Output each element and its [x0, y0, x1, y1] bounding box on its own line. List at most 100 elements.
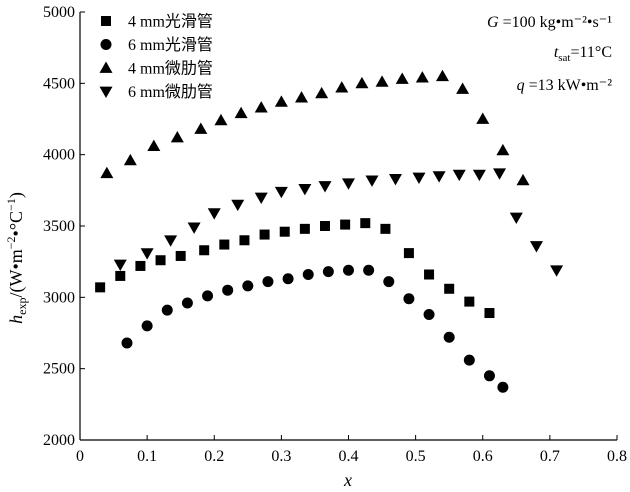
data-point [187, 222, 201, 234]
data-point [464, 296, 475, 307]
data-point [472, 169, 486, 182]
data-point [242, 280, 254, 292]
data-point [403, 248, 414, 259]
y-tick-label: 4500 [43, 75, 75, 92]
data-point [234, 106, 248, 119]
data-point [412, 172, 426, 184]
data-point [100, 166, 114, 179]
x-tick-label: 0.8 [607, 448, 627, 465]
data-point [141, 320, 153, 332]
legend-marker-triangle-up [99, 61, 113, 73]
data-point [320, 221, 331, 231]
data-point [254, 192, 268, 204]
data-point [452, 169, 466, 182]
data-point [121, 337, 133, 349]
data-point [302, 269, 314, 281]
series-triangle-down [113, 168, 564, 277]
data-point [155, 255, 166, 266]
data-point [342, 178, 355, 190]
data-point [222, 284, 234, 296]
data-point [147, 139, 161, 151]
legend-label: 6 mm光滑管 [128, 36, 213, 54]
data-point [164, 235, 178, 247]
x-tick-label: 0.6 [473, 448, 493, 465]
x-tick-label: 0 [76, 448, 84, 465]
y-axis-title: hexp/(W•m−2•°C−1) [4, 192, 29, 324]
data-point [343, 264, 354, 276]
data-point [161, 304, 173, 316]
x-tick-label: 0.1 [137, 448, 157, 465]
legend-label: 4 mm微肋管 [128, 60, 213, 78]
data-point [444, 283, 455, 294]
data-point [295, 91, 309, 103]
data-point [363, 264, 375, 276]
data-point [388, 174, 402, 186]
y-tick-label: 3500 [43, 218, 75, 235]
data-point [207, 208, 221, 220]
legend-marker-circle [100, 39, 112, 50]
legend-label: 6 mm微肋管 [128, 83, 213, 101]
data-point [509, 212, 523, 224]
y-tick-label: 2000 [43, 432, 75, 449]
x-tick-label: 0.2 [204, 448, 224, 465]
data-point [432, 171, 446, 183]
legend-marker-triangle-down [99, 86, 113, 98]
data-point [95, 282, 106, 293]
series-circle [121, 264, 509, 393]
x-tick-label: 0.4 [339, 448, 359, 465]
axis-ticks: 0 0.1 0.2 0.3 0.4 0.5 0.6 0.7 0.8 2000 2500 3000 350… [43, 4, 627, 465]
data-point [274, 95, 288, 107]
data-point [135, 260, 146, 271]
data-points [95, 69, 564, 393]
data-point [340, 219, 351, 230]
data-point [231, 199, 245, 212]
data-point [274, 186, 288, 199]
data-point [423, 308, 435, 320]
data-point [443, 331, 455, 343]
data-point [202, 290, 214, 302]
data-point [239, 235, 250, 246]
data-point [380, 223, 391, 234]
y-tick-label: 2500 [43, 361, 75, 378]
data-point [383, 276, 395, 288]
data-point [199, 245, 210, 256]
data-point [476, 112, 490, 124]
saturation-temp-annotation: tsat=11°C [554, 44, 612, 64]
data-point [298, 184, 312, 196]
data-point [315, 86, 329, 99]
data-point [175, 250, 186, 261]
legend-label: 4 mm光滑管 [128, 13, 213, 31]
data-point [214, 113, 228, 126]
data-point [493, 168, 507, 180]
data-point [529, 241, 543, 253]
data-point [259, 229, 270, 240]
data-point [322, 266, 334, 278]
x-axis-title: x [343, 470, 352, 490]
x-tick-label: 0.3 [271, 448, 291, 465]
data-point [299, 223, 310, 234]
data-point [219, 239, 230, 250]
data-point [483, 370, 495, 382]
data-point [115, 270, 126, 281]
data-point [395, 72, 409, 84]
data-point [463, 354, 475, 366]
x-tick-label: 0.7 [540, 448, 560, 465]
data-point [318, 181, 332, 193]
legend-marker-square [101, 16, 111, 26]
data-point [170, 131, 184, 143]
data-point [484, 308, 495, 319]
data-point [123, 153, 137, 166]
data-point [435, 69, 449, 82]
data-point [403, 293, 415, 305]
data-point [365, 175, 379, 187]
data-point [375, 75, 389, 87]
legend: 4 mm光滑管 6 mm光滑管 4 mm微肋管 6 mm微肋管 [99, 13, 213, 101]
data-point [456, 82, 470, 94]
data-point [360, 218, 371, 229]
data-point [194, 122, 208, 134]
y-tick-label: 5000 [43, 4, 75, 21]
data-point [279, 226, 290, 237]
data-point [140, 248, 154, 260]
series-triangle-up [100, 69, 530, 186]
data-point [113, 259, 127, 272]
